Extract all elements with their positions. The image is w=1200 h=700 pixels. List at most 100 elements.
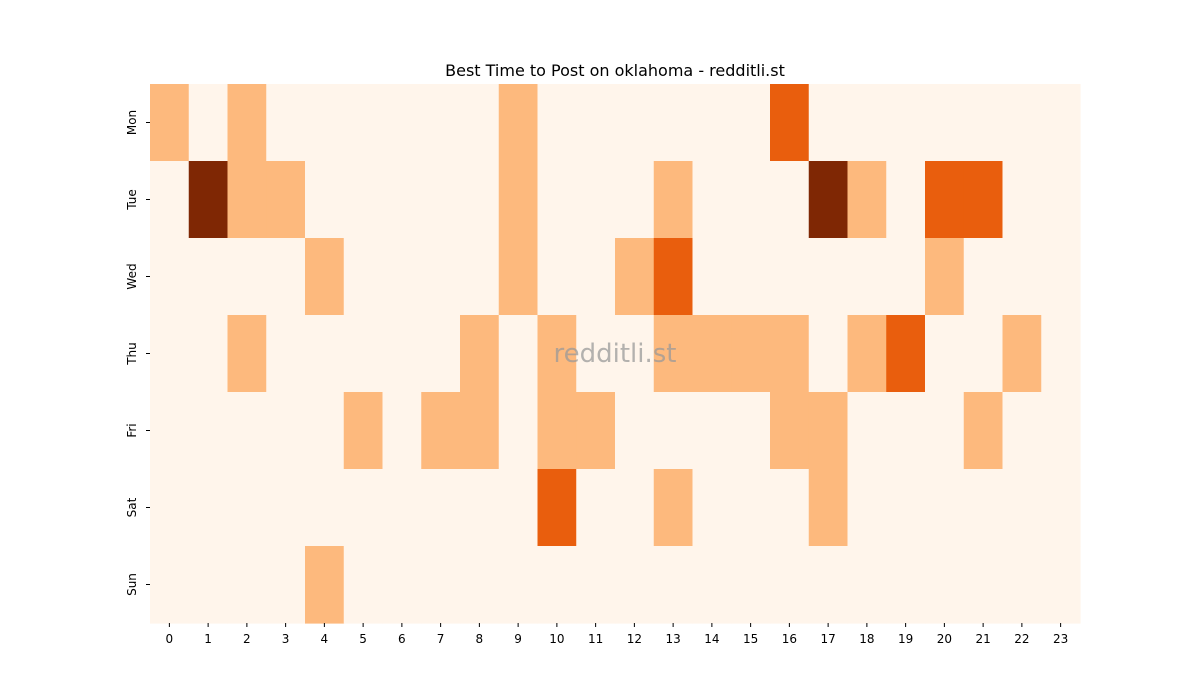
x-tick-label-4: 4 <box>321 632 329 646</box>
heatmap-cell-sat-8 <box>460 469 500 547</box>
heatmap-cell-tue-0 <box>150 161 190 239</box>
heatmap-cell-wed-13 <box>653 238 694 316</box>
heatmap-cell-sat-6 <box>382 469 422 547</box>
heatmap-cell-thu-7 <box>421 315 461 393</box>
heatmap-cell-sat-22 <box>1002 469 1042 547</box>
heatmap-cell-sat-19 <box>886 469 926 547</box>
heatmap-cell-fri-1 <box>188 392 229 470</box>
heatmap-cell-sun-13 <box>653 546 694 624</box>
heatmap-cell-mon-8 <box>460 84 500 162</box>
heatmap-cell-sun-19 <box>886 546 926 624</box>
heatmap-cell-fri-0 <box>150 392 190 470</box>
y-tick-label-sat: Sat <box>125 497 139 517</box>
heatmap-cell-sun-2 <box>227 546 267 624</box>
heatmap-cell-thu-16 <box>770 315 810 393</box>
heatmap-cell-tue-4 <box>305 161 345 239</box>
heatmap-cell-wed-21 <box>963 238 1004 316</box>
heatmap-cell-mon-17 <box>808 84 849 162</box>
heatmap-cell-thu-8 <box>460 315 500 393</box>
x-tick-label-0: 0 <box>166 632 174 646</box>
heatmap-cell-thu-0 <box>150 315 190 393</box>
heatmap-cell-tue-16 <box>770 161 810 239</box>
x-tick-label-23: 23 <box>1053 632 1068 646</box>
heatmap-cell-mon-0 <box>150 84 190 162</box>
heatmap-cell-sun-16 <box>770 546 810 624</box>
x-tick-label-16: 16 <box>782 632 797 646</box>
heatmap-cell-fri-21 <box>963 392 1004 470</box>
x-tick-label-10: 10 <box>549 632 564 646</box>
heatmap-cell-thu-9 <box>498 315 539 393</box>
heatmap-cell-fri-7 <box>421 392 461 470</box>
heatmap-cell-mon-21 <box>963 84 1004 162</box>
heatmap-cell-sat-18 <box>847 469 887 547</box>
heatmap-cell-thu-19 <box>886 315 926 393</box>
heatmap-cell-sat-2 <box>227 469 267 547</box>
heatmap-cell-wed-22 <box>1002 238 1042 316</box>
heatmap-cell-sat-0 <box>150 469 190 547</box>
heatmap-cell-thu-23 <box>1041 315 1081 393</box>
heatmap-cell-tue-23 <box>1041 161 1081 239</box>
heatmap-cell-mon-7 <box>421 84 461 162</box>
heatmap-cell-thu-14 <box>692 315 732 393</box>
heatmap-cell-mon-5 <box>343 84 384 162</box>
heatmap-cell-sat-15 <box>731 469 771 547</box>
heatmap-cell-sat-3 <box>266 469 306 547</box>
heatmap-cell-mon-13 <box>653 84 694 162</box>
heatmap-cell-sat-4 <box>305 469 345 547</box>
heatmap-cell-tue-11 <box>576 161 616 239</box>
heatmap-cell-sat-9 <box>498 469 539 547</box>
heatmap-cell-thu-18 <box>847 315 887 393</box>
y-tick-label-sun: Sun <box>125 573 139 596</box>
heatmap-cell-sun-15 <box>731 546 771 624</box>
heatmap-cell-mon-12 <box>615 84 655 162</box>
heatmap-cell-fri-2 <box>227 392 267 470</box>
heatmap-cell-sat-1 <box>188 469 229 547</box>
heatmap-cell-mon-2 <box>227 84 267 162</box>
heatmap-cell-wed-10 <box>537 238 577 316</box>
heatmap-cell-sat-13 <box>653 469 694 547</box>
heatmap-cell-sun-18 <box>847 546 887 624</box>
heatmap-cell-mon-19 <box>886 84 926 162</box>
heatmap-cell-tue-17 <box>808 161 849 239</box>
heatmap-cell-tue-18 <box>847 161 887 239</box>
heatmap-cell-wed-17 <box>808 238 849 316</box>
heatmap-cell-mon-4 <box>305 84 345 162</box>
heatmap-cell-mon-14 <box>692 84 732 162</box>
heatmap-cell-mon-9 <box>498 84 539 162</box>
heatmap-cell-wed-1 <box>188 238 229 316</box>
heatmap-cells <box>150 84 1081 624</box>
heatmap-cell-mon-22 <box>1002 84 1042 162</box>
heatmap-cell-thu-6 <box>382 315 422 393</box>
heatmap-cell-tue-12 <box>615 161 655 239</box>
heatmap-cell-sun-4 <box>305 546 345 624</box>
heatmap-cell-tue-5 <box>343 161 384 239</box>
heatmap-cell-sun-11 <box>576 546 616 624</box>
heatmap-cell-wed-12 <box>615 238 655 316</box>
heatmap-cell-mon-11 <box>576 84 616 162</box>
heatmap-cell-tue-20 <box>925 161 965 239</box>
x-axis: 0 1 2 3 4 5 6 7 8 9 10 11 12 13 14 15 16 17 18 19 20 21 22 23 <box>166 623 1068 646</box>
heatmap-cell-fri-6 <box>382 392 422 470</box>
heatmap-cell-sat-5 <box>343 469 384 547</box>
heatmap-cell-tue-13 <box>653 161 694 239</box>
heatmap-cell-sat-17 <box>808 469 849 547</box>
heatmap-cell-mon-16 <box>770 84 810 162</box>
heatmap-cell-fri-23 <box>1041 392 1081 470</box>
heatmap-cell-sun-9 <box>498 546 539 624</box>
heatmap-cell-mon-18 <box>847 84 887 162</box>
x-tick-label-8: 8 <box>476 632 484 646</box>
heatmap-cell-thu-13 <box>653 315 694 393</box>
chart-title: Best Time to Post on oklahoma - redditli… <box>445 61 785 80</box>
x-tick-label-20: 20 <box>937 632 952 646</box>
heatmap-cell-wed-16 <box>770 238 810 316</box>
heatmap-cell-fri-18 <box>847 392 887 470</box>
heatmap-cell-tue-3 <box>266 161 306 239</box>
heatmap-cell-sun-21 <box>963 546 1004 624</box>
heatmap-cell-fri-9 <box>498 392 539 470</box>
heatmap-cell-tue-9 <box>498 161 539 239</box>
y-axis: Mon Tue Wed Thu Fri Sat Sun <box>125 110 150 596</box>
x-tick-label-9: 9 <box>514 632 522 646</box>
heatmap-cell-sun-5 <box>343 546 384 624</box>
heatmap-cell-sat-23 <box>1041 469 1081 547</box>
x-tick-label-13: 13 <box>665 632 680 646</box>
